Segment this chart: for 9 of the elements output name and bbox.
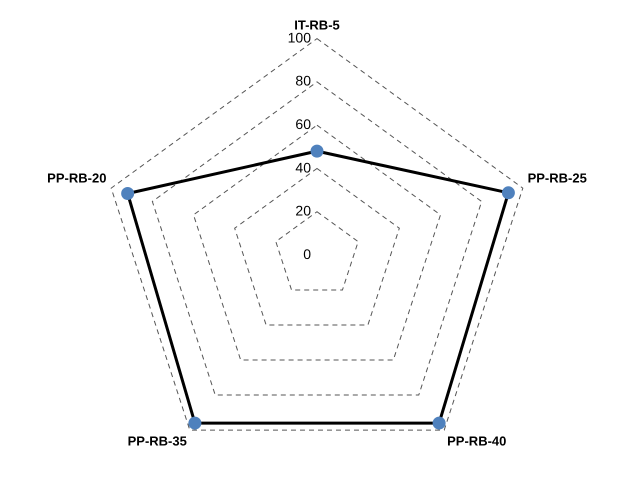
y-tick-label: 0: [303, 246, 312, 262]
y-tick-label: 80: [295, 72, 312, 89]
spoke-label: PP-RB-25: [528, 170, 587, 186]
y-tick-label: 20: [295, 202, 312, 219]
y-tick-label: 40: [295, 159, 312, 176]
spoke-label: PP-RB-35: [128, 433, 187, 448]
spoke-label: PP-RB-40: [447, 433, 506, 448]
spoke-label: PP-RB-20: [47, 170, 106, 186]
y-tick-label: 60: [295, 116, 312, 132]
